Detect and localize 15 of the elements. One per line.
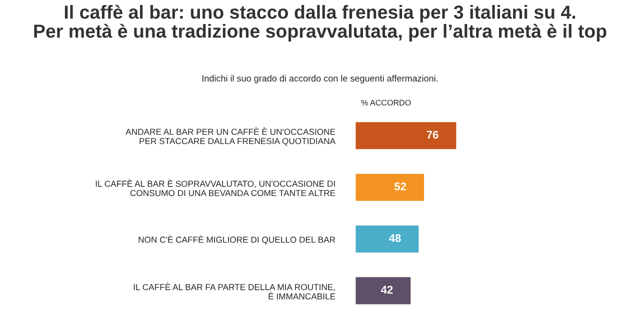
y-tick-label: NON C'È CAFFÈ MIGLIORE DI QUELLO DEL BAR	[138, 235, 336, 244]
bar	[355, 172, 426, 202]
y-tick-label: IL CAFFÈ AL BAR È SOPRAVVALUTATO, UN'OCCASIONE DI CONSUMO DI UNA BEVANDA COME TANTE ALTRE	[96, 179, 336, 196]
data-label: 52	[394, 182, 406, 190]
y-tick-label: ANDARE AL BAR PER UN CAFFÈ È UN'OCCASIONE PER STACCARE DALLA FRENESIA QUOTIDIANA	[126, 127, 336, 146]
data-label: 42	[380, 286, 393, 294]
data-label: 48	[388, 234, 401, 242]
bar	[355, 120, 458, 151]
text: % ACCORDO	[361, 100, 411, 106]
y-tick-label: IL CAFFÈ AL BAR FA PARTE DELLA MIA ROUTINE, È IMMANCABILE	[134, 282, 336, 300]
chart-title: Il caffè al bar: uno stacco dalla frenesia per 3 italiani su 4. Per metà è una tradizione sopravvalutata, per l’altra metà è il top	[34, 4, 606, 42]
bar	[355, 224, 420, 254]
data-label: 76	[426, 130, 438, 139]
bar	[355, 276, 412, 306]
chart-subtitle: Indichi il suo grado di accordo con le seguenti affermazioni.	[202, 74, 438, 84]
